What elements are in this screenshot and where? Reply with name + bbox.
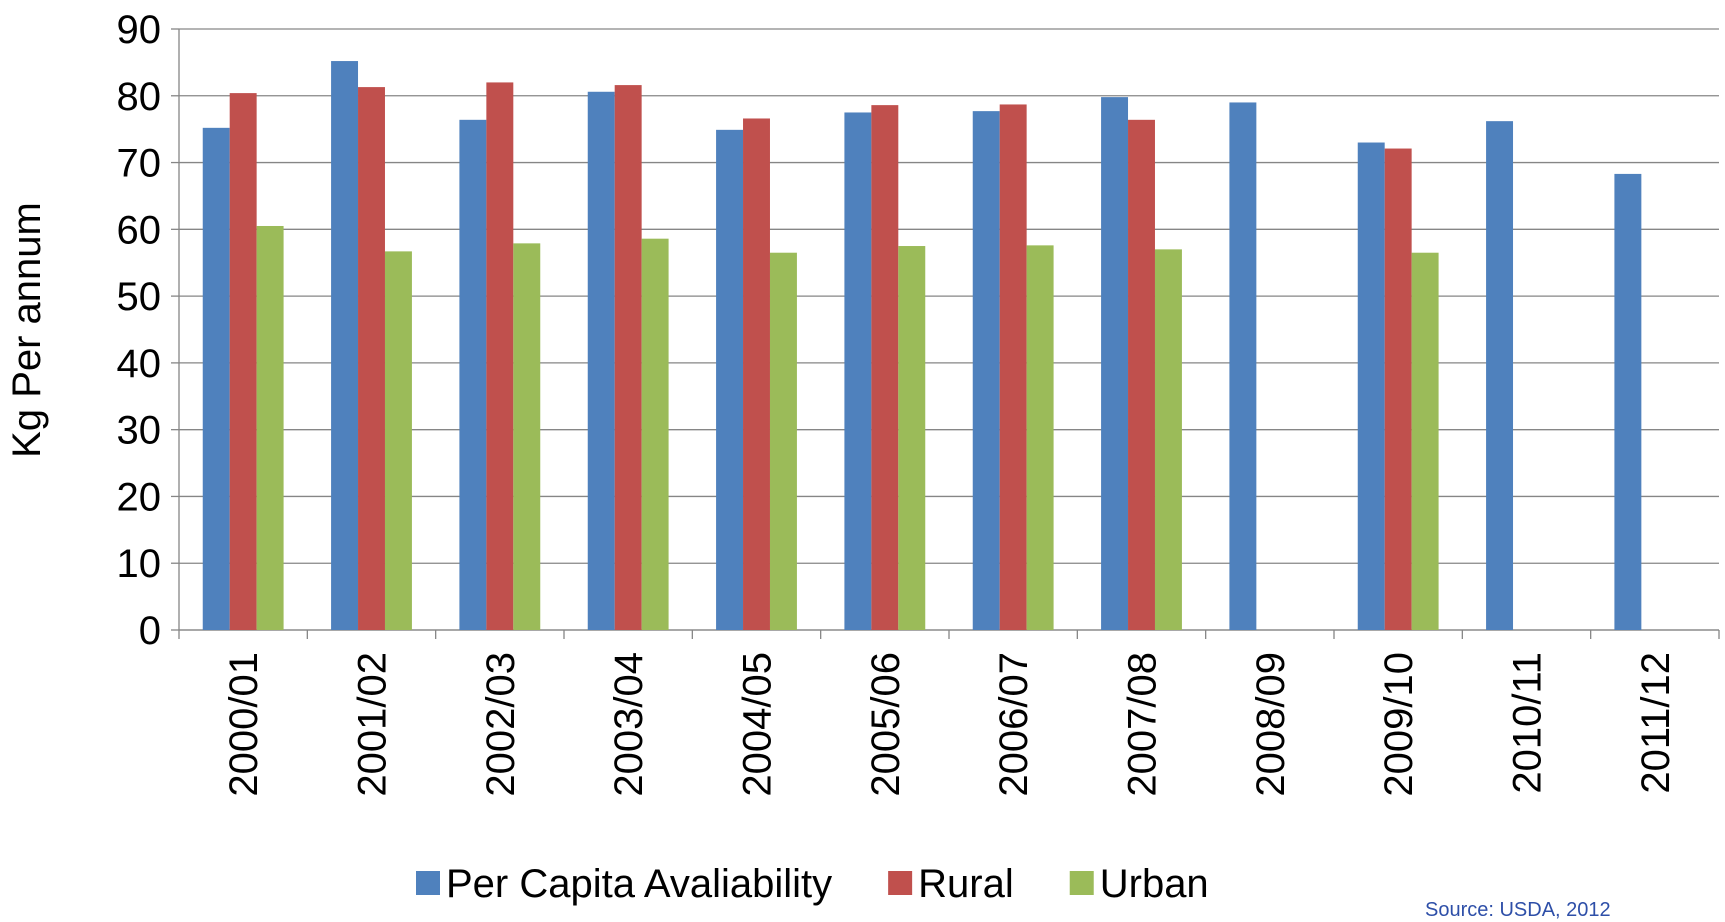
legend-label: Per Capita Avaliability [446, 862, 832, 906]
bar [1384, 148, 1412, 630]
source-note: Source: USDA, 2012 [1425, 899, 1611, 921]
y-tick-label: 50 [117, 275, 162, 319]
bar [1128, 119, 1155, 630]
bar [769, 252, 797, 630]
y-tick-label: 60 [117, 208, 162, 252]
bar [1229, 102, 1257, 630]
x-tick-label: 2006/07 [992, 652, 1036, 797]
x-tick-label: 2011/12 [1634, 652, 1678, 794]
bar [1411, 252, 1439, 630]
legend-label: Urban [1100, 862, 1209, 906]
y-tick-label: 20 [117, 475, 162, 519]
x-tick-label: 2010/11 [1506, 652, 1550, 794]
bar [229, 93, 257, 630]
bar [384, 251, 412, 630]
y-tick-label: 70 [117, 142, 162, 186]
y-tick-label: 90 [117, 8, 162, 52]
bar [1026, 245, 1054, 631]
bar [1154, 249, 1182, 630]
bar [1614, 173, 1642, 630]
legend-swatch [1069, 871, 1094, 895]
bar [1101, 97, 1129, 630]
bar [614, 85, 642, 631]
bar [256, 225, 284, 630]
legend-label: Rural [918, 862, 1014, 906]
bar [898, 246, 926, 630]
bar [641, 238, 669, 630]
x-tick-label: 2007/08 [1121, 652, 1165, 797]
y-tick-label: 30 [117, 409, 162, 453]
y-tick-label: 80 [117, 75, 162, 119]
bar [1486, 121, 1514, 631]
x-tick-label: 2004/05 [736, 652, 780, 797]
bar [844, 112, 872, 630]
bar [871, 105, 899, 631]
legend-swatch [888, 871, 913, 895]
bar [358, 87, 385, 630]
y-tick-label: 0 [139, 609, 161, 653]
y-axis-label: Kg Per annum [5, 202, 49, 458]
bar [486, 82, 514, 630]
x-tick-label: 2001/02 [351, 652, 395, 797]
x-tick-label: 2002/03 [479, 652, 523, 797]
x-tick-label: 2000/01 [222, 652, 266, 797]
bar [331, 61, 359, 630]
bar [513, 243, 541, 630]
x-tick-label: 2009/10 [1377, 652, 1421, 797]
bar [743, 118, 770, 630]
y-tick-label: 40 [117, 342, 162, 386]
x-tick-label: 2008/09 [1249, 652, 1293, 797]
bar [716, 129, 744, 630]
bar [587, 91, 615, 630]
bar [202, 127, 230, 630]
x-tick-label: 2005/06 [864, 652, 908, 797]
legend-swatch [416, 871, 440, 895]
bar [1357, 142, 1385, 630]
y-tick-label: 10 [117, 542, 162, 586]
bar [999, 104, 1027, 631]
bar [459, 119, 487, 630]
x-tick-label: 2003/04 [607, 652, 651, 797]
bar [972, 111, 1000, 631]
